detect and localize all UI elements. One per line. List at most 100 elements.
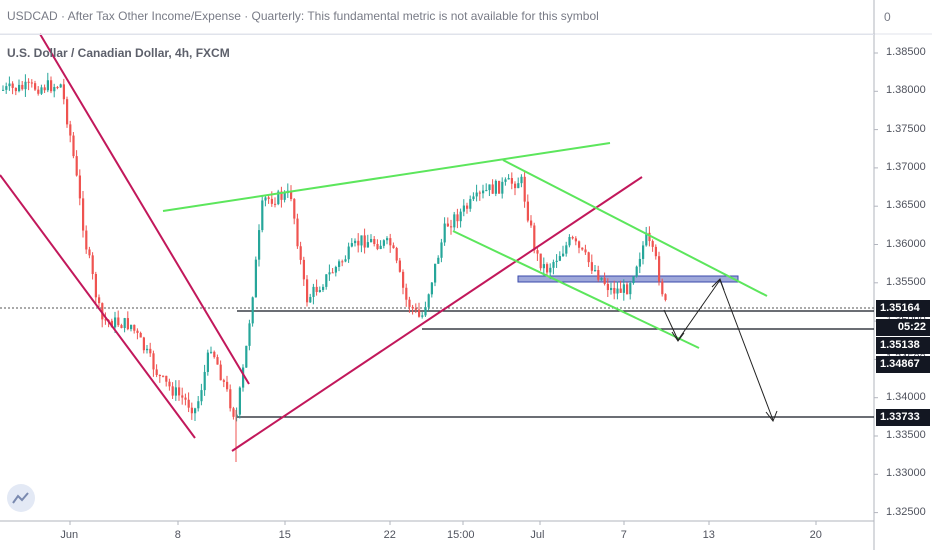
candle-body [424, 307, 427, 316]
candle-body [549, 267, 552, 273]
candle-body [133, 324, 136, 331]
candle-body [5, 86, 8, 90]
price-axis-label: 1.36000 [886, 237, 926, 250]
candle-body [619, 288, 622, 293]
falling-channel-upper [502, 159, 768, 297]
candle-body [485, 190, 488, 192]
candle-body [542, 264, 545, 269]
candle-body [389, 238, 392, 246]
candle-body [62, 84, 65, 100]
candle-body [11, 83, 14, 88]
candle-body [270, 198, 273, 204]
candle-body [360, 235, 363, 246]
candle-body [78, 175, 81, 199]
candle-body [165, 375, 168, 382]
candle-body [590, 262, 593, 271]
candle-body [2, 89, 5, 91]
candle-body [370, 239, 373, 243]
candle-body [66, 99, 69, 125]
candle-body [85, 230, 88, 250]
candle-body [526, 201, 529, 221]
candle-body [408, 299, 411, 307]
candle-body [146, 348, 149, 351]
candle-body [651, 241, 654, 247]
candle-body [626, 284, 629, 295]
candle-body [235, 414, 238, 417]
candle-body [488, 184, 491, 191]
candle-body [136, 330, 139, 333]
candle-body [386, 238, 389, 241]
candle-body [523, 176, 526, 202]
tradingview-logo-icon[interactable] [7, 484, 35, 512]
candle-body [638, 258, 641, 267]
candle-body [158, 374, 161, 376]
candle-body [632, 276, 635, 284]
candle-body [98, 297, 101, 304]
candle-body [392, 245, 395, 249]
candle-body [322, 286, 325, 291]
candle-body [142, 337, 145, 351]
candle-body [562, 253, 565, 257]
candle-body [366, 242, 369, 248]
candle-body [299, 246, 302, 260]
candle-body [411, 306, 414, 309]
indicator-title: USDCAD · After Tax Other Income/Expense … [7, 9, 599, 23]
candle-body [341, 261, 344, 263]
candle-body [222, 380, 225, 382]
candle-body [50, 80, 53, 92]
candle-body [510, 178, 513, 184]
candle-body [363, 235, 366, 248]
candle-body [190, 407, 193, 414]
candle-body [59, 84, 62, 88]
candle-body [194, 408, 197, 414]
price-axis-label: 1.37000 [886, 160, 926, 173]
candle-body [149, 348, 152, 354]
candle-body [437, 257, 440, 264]
candle-body [82, 198, 85, 231]
candle-body [466, 205, 469, 209]
candle-body [264, 197, 267, 201]
candle-body [238, 387, 241, 415]
countdown-tag: 05:22 [876, 319, 930, 336]
candle-body [568, 237, 571, 246]
candle-body [482, 190, 485, 194]
candle-body [312, 286, 315, 297]
candle-body [414, 308, 417, 310]
candle-body [283, 193, 286, 200]
symbol-title[interactable]: U.S. Dollar / Canadian Dollar, 4h, FXCM [7, 46, 230, 60]
candle-body [478, 192, 481, 194]
candle-body [600, 277, 603, 280]
candle-body [232, 408, 235, 417]
candle-body [491, 184, 494, 194]
candle-body [126, 318, 129, 330]
candle-body [187, 399, 190, 408]
candle-body [174, 387, 177, 396]
candle-body [635, 266, 638, 277]
candle-body [226, 381, 229, 390]
price-axis-label: 1.38500 [886, 46, 926, 58]
candle-body [155, 369, 158, 375]
price-axis-label: 1.36500 [886, 199, 926, 212]
candle-body [325, 274, 328, 287]
candle-body [338, 261, 341, 267]
candle-body [421, 315, 424, 317]
candle-body [34, 83, 37, 90]
candle-body [171, 386, 174, 396]
candle-body [597, 270, 600, 280]
candle-body [248, 323, 251, 346]
candle-body [315, 286, 318, 292]
candle-body [446, 223, 449, 227]
candle-body [555, 260, 558, 262]
price-level-tag: 1.33733 [876, 409, 930, 426]
candle-body [206, 352, 209, 372]
candle-body [229, 389, 232, 409]
price-level-tag: 1.34867 [876, 356, 930, 373]
candle-body [328, 272, 331, 275]
candle-body [594, 270, 597, 272]
candle-body [472, 196, 475, 200]
ascending-trendline [231, 176, 643, 452]
candle-body [331, 272, 334, 274]
candle-body [520, 176, 523, 184]
time-axis-label: Jul [530, 529, 545, 541]
